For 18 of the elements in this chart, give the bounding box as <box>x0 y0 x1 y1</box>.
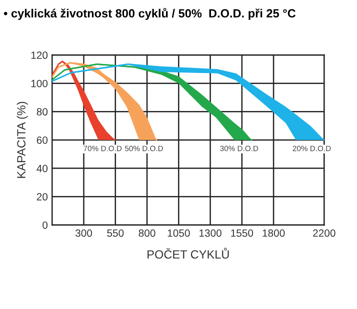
y-tick-label: 80 <box>36 108 48 116</box>
x-tick-label: 1550 <box>231 229 254 237</box>
x-tick-label: 1050 <box>168 229 190 237</box>
y-tick-label: 100 <box>31 80 48 88</box>
y-tick-label: 40 <box>36 164 48 172</box>
x-tick-label: 1800 <box>262 229 285 237</box>
y-tick-label: 20 <box>36 193 48 201</box>
x-tick-label: 1300 <box>199 229 222 237</box>
y-tick-label: 60 <box>36 136 48 144</box>
x-tick-label: 800 <box>138 229 156 237</box>
y-tick-label: 120 <box>31 52 48 59</box>
x-tick-label: 550 <box>107 229 124 237</box>
x-tick-label: 300 <box>75 229 92 237</box>
x-tick-label: 2200 <box>313 229 336 237</box>
y-axis-title: KAPACITA (%) <box>16 102 28 178</box>
y-tick-label: 0 <box>42 221 48 229</box>
chart-title: • cyklická životnost 800 cyklů / 50% D.O.D. při 25 °C <box>4 8 296 20</box>
x-axis-title: POČET CYKLŮ <box>148 248 229 259</box>
